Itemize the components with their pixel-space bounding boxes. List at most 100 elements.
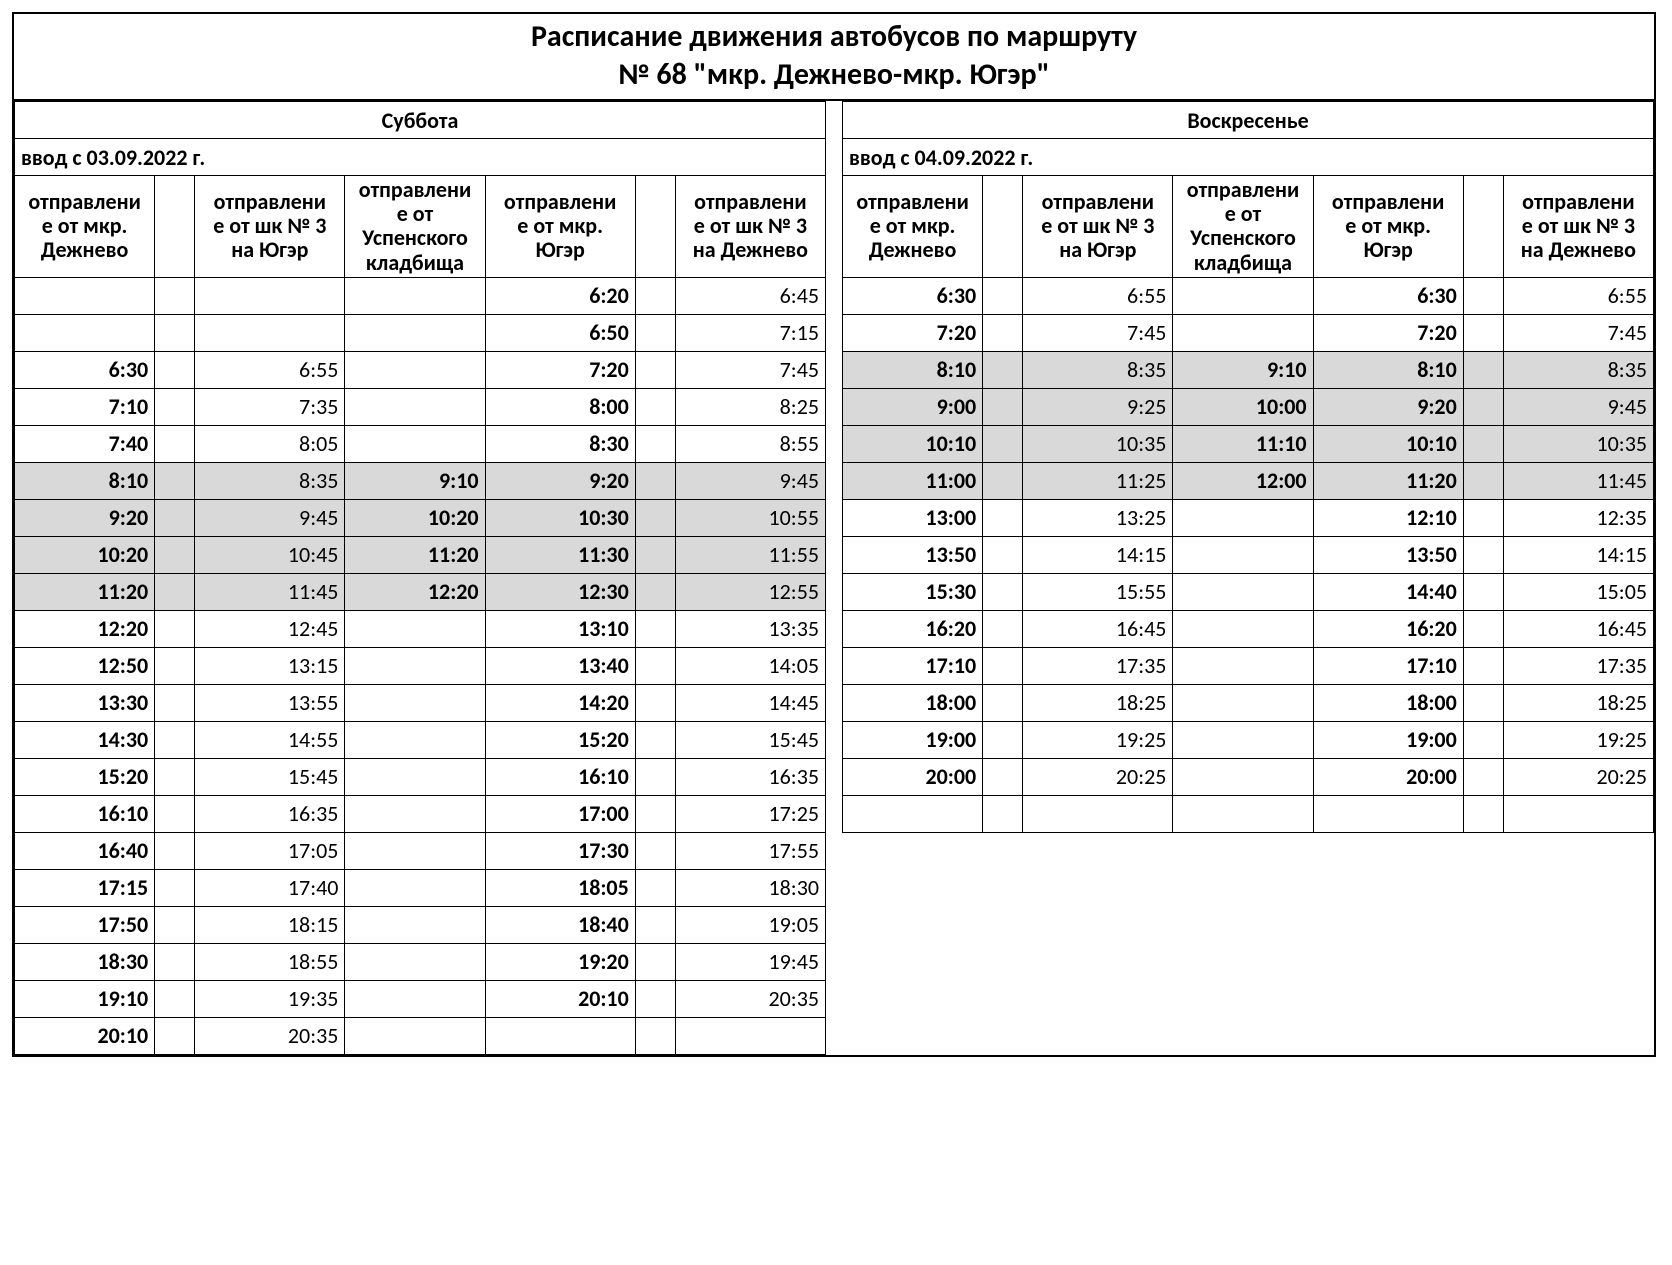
sunday-cell	[983, 721, 1023, 758]
saturday-cell: 12:45	[195, 610, 345, 647]
saturday-cell: 8:25	[675, 388, 825, 425]
saturday-cell: 13:10	[485, 610, 635, 647]
saturday-cell: 10:20	[345, 499, 485, 536]
saturday-cell: 8:10	[15, 462, 155, 499]
saturday-cell: 7:40	[15, 425, 155, 462]
saturday-cell	[345, 795, 485, 832]
sunday-cell: 9:20	[1313, 388, 1463, 425]
sunday-row: 8:108:359:108:108:35	[843, 351, 1654, 388]
saturday-column: Субботаввод с 03.09.2022 г.отправление о…	[14, 101, 826, 1055]
saturday-cell	[155, 314, 195, 351]
saturday-cell	[345, 1017, 485, 1054]
sunday-cell: 19:25	[1503, 721, 1653, 758]
saturday-cell	[635, 462, 675, 499]
saturday-cell: 17:05	[195, 832, 345, 869]
sunday-cell: 20:25	[1503, 758, 1653, 795]
sunday-cell	[1023, 795, 1173, 832]
saturday-cell: 16:35	[675, 758, 825, 795]
saturday-cell: 19:35	[195, 980, 345, 1017]
saturday-cell: 11:20	[15, 573, 155, 610]
saturday-cell	[155, 832, 195, 869]
saturday-cell	[345, 425, 485, 462]
sunday-cell: 8:35	[1023, 351, 1173, 388]
sunday-cell	[1463, 351, 1503, 388]
saturday-cell: 11:45	[195, 573, 345, 610]
saturday-row: 15:2015:4516:1016:35	[15, 758, 826, 795]
sunday-cell: 18:25	[1023, 684, 1173, 721]
sunday-cell	[1173, 573, 1313, 610]
saturday-cell	[345, 943, 485, 980]
saturday-cell: 19:05	[675, 906, 825, 943]
sunday-row: 13:5014:1513:5014:15	[843, 536, 1654, 573]
sunday-cell	[983, 758, 1023, 795]
sunday-table: Воскресеньеввод с 04.09.2022 г.отправлен…	[842, 101, 1654, 833]
sunday-row: 16:2016:4516:2016:45	[843, 610, 1654, 647]
saturday-cell: 6:50	[485, 314, 635, 351]
saturday-row: 20:1020:35	[15, 1017, 826, 1054]
saturday-cell: 6:30	[15, 351, 155, 388]
saturday-cell	[635, 573, 675, 610]
sunday-cell: 6:30	[843, 277, 983, 314]
sunday-row: 13:0013:2512:1012:35	[843, 499, 1654, 536]
sunday-row: 11:0011:2512:0011:2011:45	[843, 462, 1654, 499]
sunday-cell: 15:30	[843, 573, 983, 610]
sunday-cell	[983, 536, 1023, 573]
saturday-cell: 10:20	[15, 536, 155, 573]
saturday-cell: 8:30	[485, 425, 635, 462]
sunday-cell	[1463, 388, 1503, 425]
sunday-cell	[1463, 795, 1503, 832]
saturday-cell	[155, 499, 195, 536]
saturday-cell: 19:10	[15, 980, 155, 1017]
saturday-cell	[635, 980, 675, 1017]
saturday-header-6: отправление от шк № 3на Дежнево	[675, 176, 825, 278]
saturday-cell: 17:00	[485, 795, 635, 832]
saturday-header-4: отправление от мкр.Югэр	[485, 176, 635, 278]
sunday-cell	[983, 388, 1023, 425]
sunday-cell: 6:55	[1023, 277, 1173, 314]
sunday-cell: 13:50	[843, 536, 983, 573]
sunday-cell	[1463, 610, 1503, 647]
saturday-cell	[345, 351, 485, 388]
saturday-cell	[155, 980, 195, 1017]
saturday-cell: 8:00	[485, 388, 635, 425]
sunday-cell: 12:10	[1313, 499, 1463, 536]
sunday-cell	[1463, 536, 1503, 573]
saturday-cell	[635, 499, 675, 536]
saturday-cell	[635, 721, 675, 758]
saturday-cell	[345, 388, 485, 425]
sunday-cell	[983, 314, 1023, 351]
saturday-cell: 20:35	[195, 1017, 345, 1054]
saturday-cell: 9:45	[195, 499, 345, 536]
saturday-cell: 6:45	[675, 277, 825, 314]
saturday-cell: 12:20	[15, 610, 155, 647]
sunday-cell	[843, 795, 983, 832]
sunday-cell	[1173, 314, 1313, 351]
saturday-cell: 8:55	[675, 425, 825, 462]
saturday-cell: 16:40	[15, 832, 155, 869]
sunday-cell	[983, 684, 1023, 721]
sunday-row: 20:0020:2520:0020:25	[843, 758, 1654, 795]
schedule-container: Расписание движения автобусов по маршрут…	[12, 12, 1656, 1057]
saturday-cell: 14:05	[675, 647, 825, 684]
saturday-cell: 13:35	[675, 610, 825, 647]
saturday-row: 14:3014:5515:2015:45	[15, 721, 826, 758]
saturday-cell	[345, 647, 485, 684]
saturday-cell	[635, 1017, 675, 1054]
saturday-row: 16:4017:0517:3017:55	[15, 832, 826, 869]
saturday-cell: 19:20	[485, 943, 635, 980]
sunday-cell: 11:45	[1503, 462, 1653, 499]
sunday-cell: 13:50	[1313, 536, 1463, 573]
sunday-cell: 14:15	[1503, 536, 1653, 573]
saturday-row: 16:1016:3517:0017:25	[15, 795, 826, 832]
sunday-cell: 8:10	[843, 351, 983, 388]
sunday-cell: 18:00	[843, 684, 983, 721]
sunday-row	[843, 795, 1654, 832]
saturday-cell: 13:55	[195, 684, 345, 721]
saturday-cell	[635, 314, 675, 351]
sunday-cell	[1463, 758, 1503, 795]
saturday-cell	[345, 314, 485, 351]
sunday-cell	[1173, 684, 1313, 721]
saturday-cell	[155, 758, 195, 795]
saturday-cell	[155, 906, 195, 943]
saturday-row: 9:209:4510:2010:3010:55	[15, 499, 826, 536]
